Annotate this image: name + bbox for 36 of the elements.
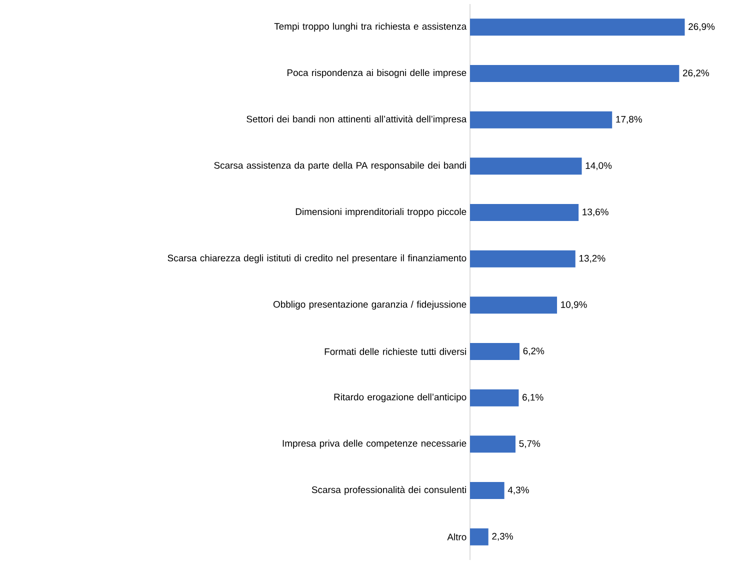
data-label: 2,3% (492, 532, 513, 541)
bar (470, 158, 582, 175)
bar (470, 389, 519, 406)
y-tick-label: Scarsa chiarezza degli istituti di credito nel presentare il finanziamento (168, 254, 466, 264)
y-tick-label: Scarsa professionalità dei consulenti (312, 486, 466, 495)
y-tick-label: Dimensioni imprenditoriali troppo piccole (296, 208, 466, 217)
bar (470, 250, 576, 268)
bar (470, 482, 504, 500)
bar (470, 436, 516, 453)
bar (470, 296, 558, 314)
data-label: 5,7% (519, 440, 540, 448)
data-label: 6,1% (522, 394, 544, 402)
y-tick-label: Altro (447, 533, 466, 540)
data-label: 4,3% (508, 486, 529, 494)
y-tick-label: Tempi troppo lunghi tra richiesta e assistenza (274, 22, 467, 32)
data-label: 17,8% (616, 116, 642, 124)
bar (470, 204, 579, 222)
bar (470, 18, 685, 36)
data-label: 10,9% (561, 301, 587, 310)
data-label: 26,9% (688, 23, 715, 32)
bar (470, 111, 612, 128)
data-label: 13,6% (582, 208, 608, 216)
data-label: 13,2% (579, 254, 606, 263)
bar (470, 528, 488, 546)
y-tick-label: Obbligo presentazione garanzia / fidejussione (273, 300, 466, 310)
y-tick-label: Formati delle richieste tutti diversi (324, 348, 466, 355)
data-label: 26,2% (682, 70, 710, 78)
data-label: 14,0% (586, 162, 612, 170)
y-tick-label: Ritardo erogazione dell’anticipo (334, 393, 466, 402)
data-label: 6,2% (523, 348, 544, 356)
bar (470, 65, 680, 82)
y-tick-label: Scarsa assistenza da parte della PA responsabile dei bandi (214, 162, 466, 171)
bar (470, 343, 520, 360)
y-tick-label: Impresa priva delle competenze necessarie (282, 440, 466, 449)
y-tick-label: Settori dei bandi non attinenti all’attività dell’impresa (246, 115, 467, 124)
y-tick-label: Poca rispondenza ai bisogni delle imprese (287, 69, 466, 78)
